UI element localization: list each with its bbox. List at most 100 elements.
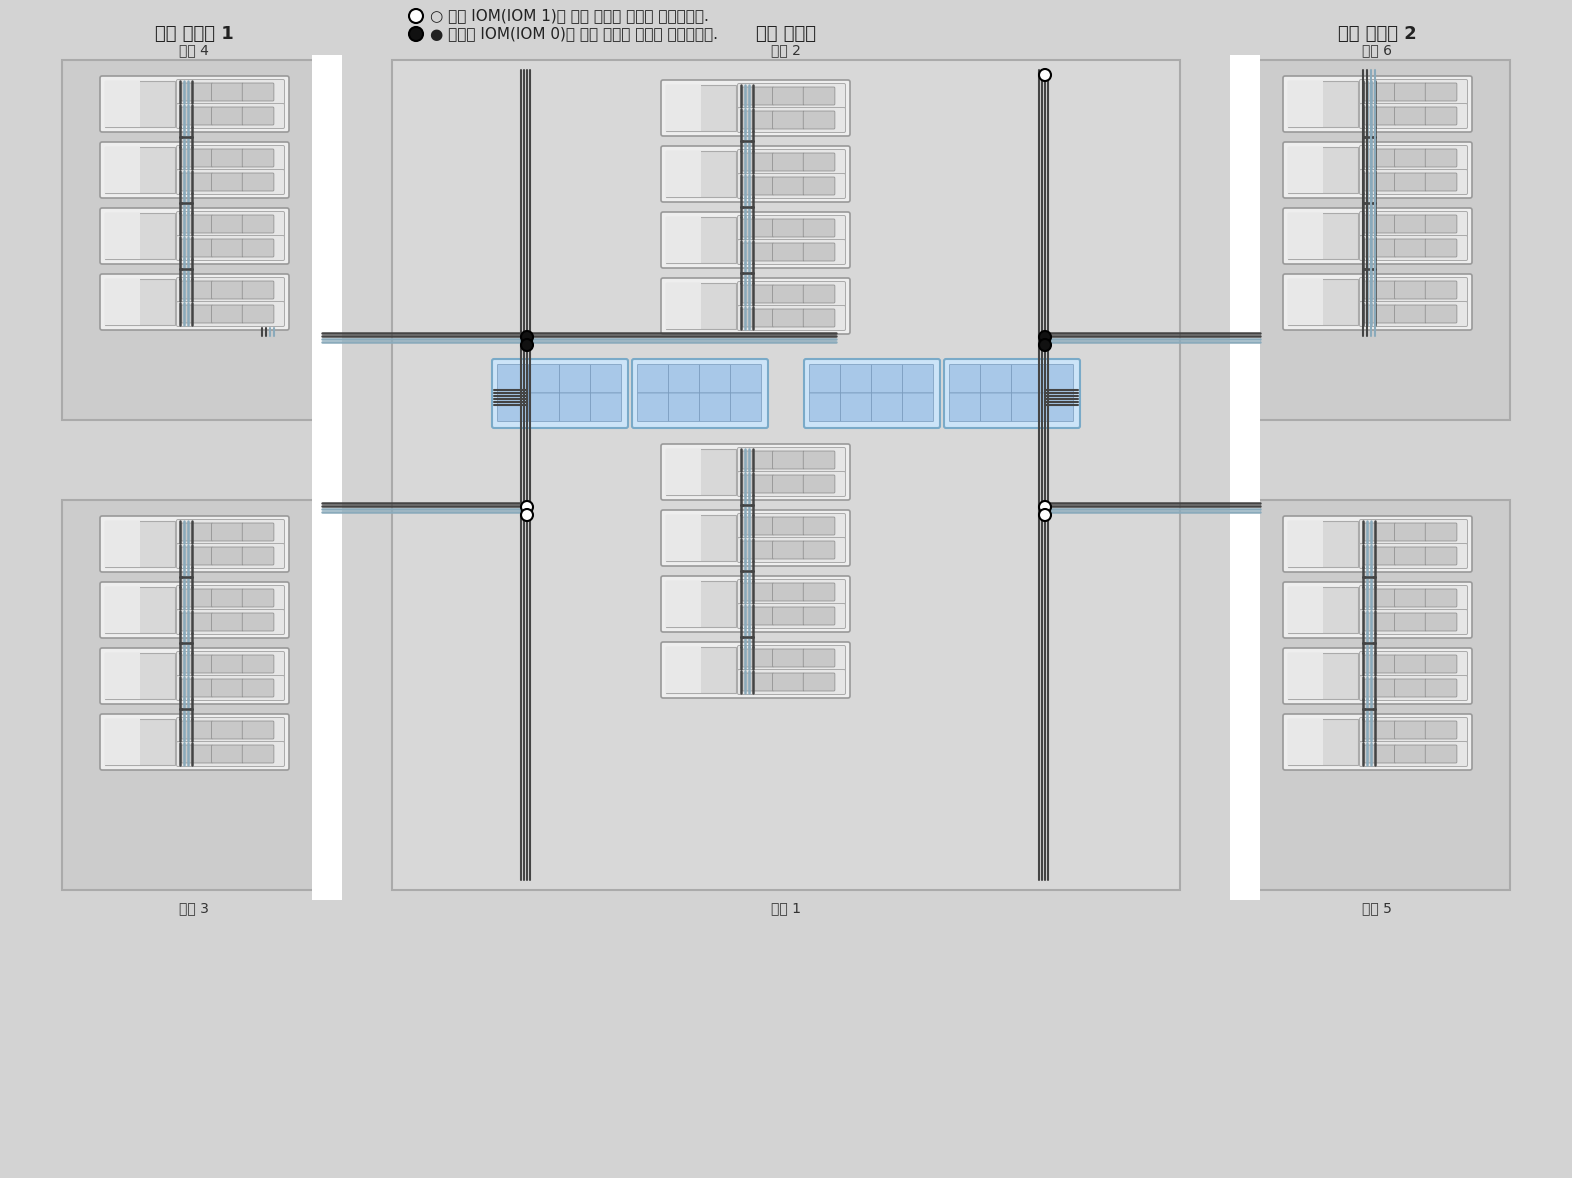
Text: ● 아래쪽 IOM(IOM 0)에 대한 케이블 연결을 나타냅니다.: ● 아래쪽 IOM(IOM 0)에 대한 케이블 연결을 나타냅니다. xyxy=(431,26,718,41)
Bar xyxy=(667,151,701,197)
FancyBboxPatch shape xyxy=(212,82,244,101)
FancyBboxPatch shape xyxy=(632,359,769,428)
FancyBboxPatch shape xyxy=(242,721,274,739)
FancyBboxPatch shape xyxy=(981,393,1011,422)
Bar xyxy=(1287,81,1324,127)
FancyBboxPatch shape xyxy=(1364,744,1396,763)
Bar xyxy=(667,283,736,329)
FancyBboxPatch shape xyxy=(1394,547,1426,565)
FancyBboxPatch shape xyxy=(737,669,846,695)
Circle shape xyxy=(1039,70,1052,81)
FancyBboxPatch shape xyxy=(1394,107,1426,125)
FancyBboxPatch shape xyxy=(803,153,835,171)
FancyBboxPatch shape xyxy=(101,143,289,198)
FancyBboxPatch shape xyxy=(528,364,560,393)
Bar xyxy=(105,587,140,633)
FancyBboxPatch shape xyxy=(181,589,212,607)
FancyBboxPatch shape xyxy=(176,519,285,544)
FancyBboxPatch shape xyxy=(902,393,934,422)
FancyBboxPatch shape xyxy=(1426,721,1457,739)
Bar xyxy=(667,217,736,263)
FancyBboxPatch shape xyxy=(803,87,835,105)
Bar xyxy=(105,213,174,259)
FancyBboxPatch shape xyxy=(1360,741,1468,767)
FancyBboxPatch shape xyxy=(212,239,244,257)
Circle shape xyxy=(520,509,533,521)
FancyBboxPatch shape xyxy=(1394,721,1426,739)
FancyBboxPatch shape xyxy=(176,651,285,676)
FancyBboxPatch shape xyxy=(737,239,846,265)
Circle shape xyxy=(520,501,533,512)
Bar xyxy=(105,147,174,193)
FancyBboxPatch shape xyxy=(737,537,846,563)
FancyBboxPatch shape xyxy=(803,243,835,262)
Bar xyxy=(1287,587,1324,633)
FancyBboxPatch shape xyxy=(742,649,773,667)
FancyBboxPatch shape xyxy=(176,104,285,128)
FancyBboxPatch shape xyxy=(1283,209,1471,264)
FancyBboxPatch shape xyxy=(176,675,285,701)
FancyBboxPatch shape xyxy=(242,523,274,541)
Bar xyxy=(1287,81,1358,127)
FancyBboxPatch shape xyxy=(1011,364,1042,393)
Bar xyxy=(667,151,736,197)
FancyBboxPatch shape xyxy=(181,721,212,739)
Bar xyxy=(105,719,174,765)
Text: 체인 6: 체인 6 xyxy=(1361,44,1391,57)
FancyBboxPatch shape xyxy=(660,444,850,499)
Bar xyxy=(61,499,327,891)
FancyBboxPatch shape xyxy=(176,302,285,326)
FancyBboxPatch shape xyxy=(176,146,285,171)
FancyBboxPatch shape xyxy=(1283,77,1471,132)
FancyBboxPatch shape xyxy=(1364,239,1396,257)
FancyBboxPatch shape xyxy=(772,111,805,130)
FancyBboxPatch shape xyxy=(742,285,773,303)
Text: ○ 위쪽 IOM(IOM 1)에 대한 케이블 연결을 나타냅니다.: ○ 위쪽 IOM(IOM 1)에 대한 케이블 연결을 나타냅니다. xyxy=(431,8,709,24)
Bar xyxy=(667,581,701,627)
FancyBboxPatch shape xyxy=(737,471,846,496)
Bar xyxy=(667,515,736,561)
Bar xyxy=(1287,521,1358,567)
FancyBboxPatch shape xyxy=(1394,173,1426,191)
Bar xyxy=(1245,499,1511,891)
FancyBboxPatch shape xyxy=(737,84,846,108)
FancyBboxPatch shape xyxy=(731,393,761,422)
FancyBboxPatch shape xyxy=(638,393,668,422)
FancyBboxPatch shape xyxy=(1360,146,1468,171)
FancyBboxPatch shape xyxy=(772,153,805,171)
FancyBboxPatch shape xyxy=(742,111,773,130)
FancyBboxPatch shape xyxy=(772,451,805,469)
FancyBboxPatch shape xyxy=(1283,648,1471,704)
Bar xyxy=(1287,521,1324,567)
FancyBboxPatch shape xyxy=(742,219,773,237)
Bar xyxy=(667,449,701,495)
FancyBboxPatch shape xyxy=(176,741,285,767)
FancyBboxPatch shape xyxy=(1042,393,1074,422)
FancyBboxPatch shape xyxy=(772,673,805,691)
FancyBboxPatch shape xyxy=(737,646,846,670)
FancyBboxPatch shape xyxy=(1364,282,1396,299)
FancyBboxPatch shape xyxy=(803,649,835,667)
FancyBboxPatch shape xyxy=(242,107,274,125)
FancyBboxPatch shape xyxy=(1360,79,1468,105)
FancyBboxPatch shape xyxy=(1394,216,1426,233)
FancyBboxPatch shape xyxy=(803,177,835,196)
FancyBboxPatch shape xyxy=(803,475,835,494)
FancyBboxPatch shape xyxy=(1364,721,1396,739)
FancyBboxPatch shape xyxy=(737,150,846,174)
FancyBboxPatch shape xyxy=(1426,744,1457,763)
Bar xyxy=(667,85,701,131)
FancyBboxPatch shape xyxy=(212,148,244,167)
FancyBboxPatch shape xyxy=(181,173,212,191)
FancyBboxPatch shape xyxy=(742,153,773,171)
FancyBboxPatch shape xyxy=(1394,305,1426,323)
Bar xyxy=(105,521,174,567)
Bar xyxy=(1229,55,1261,900)
Bar xyxy=(1287,653,1358,699)
Bar xyxy=(105,653,140,699)
FancyBboxPatch shape xyxy=(492,359,627,428)
Bar xyxy=(105,81,174,127)
FancyBboxPatch shape xyxy=(1364,148,1396,167)
FancyBboxPatch shape xyxy=(1364,523,1396,541)
FancyBboxPatch shape xyxy=(772,541,805,560)
